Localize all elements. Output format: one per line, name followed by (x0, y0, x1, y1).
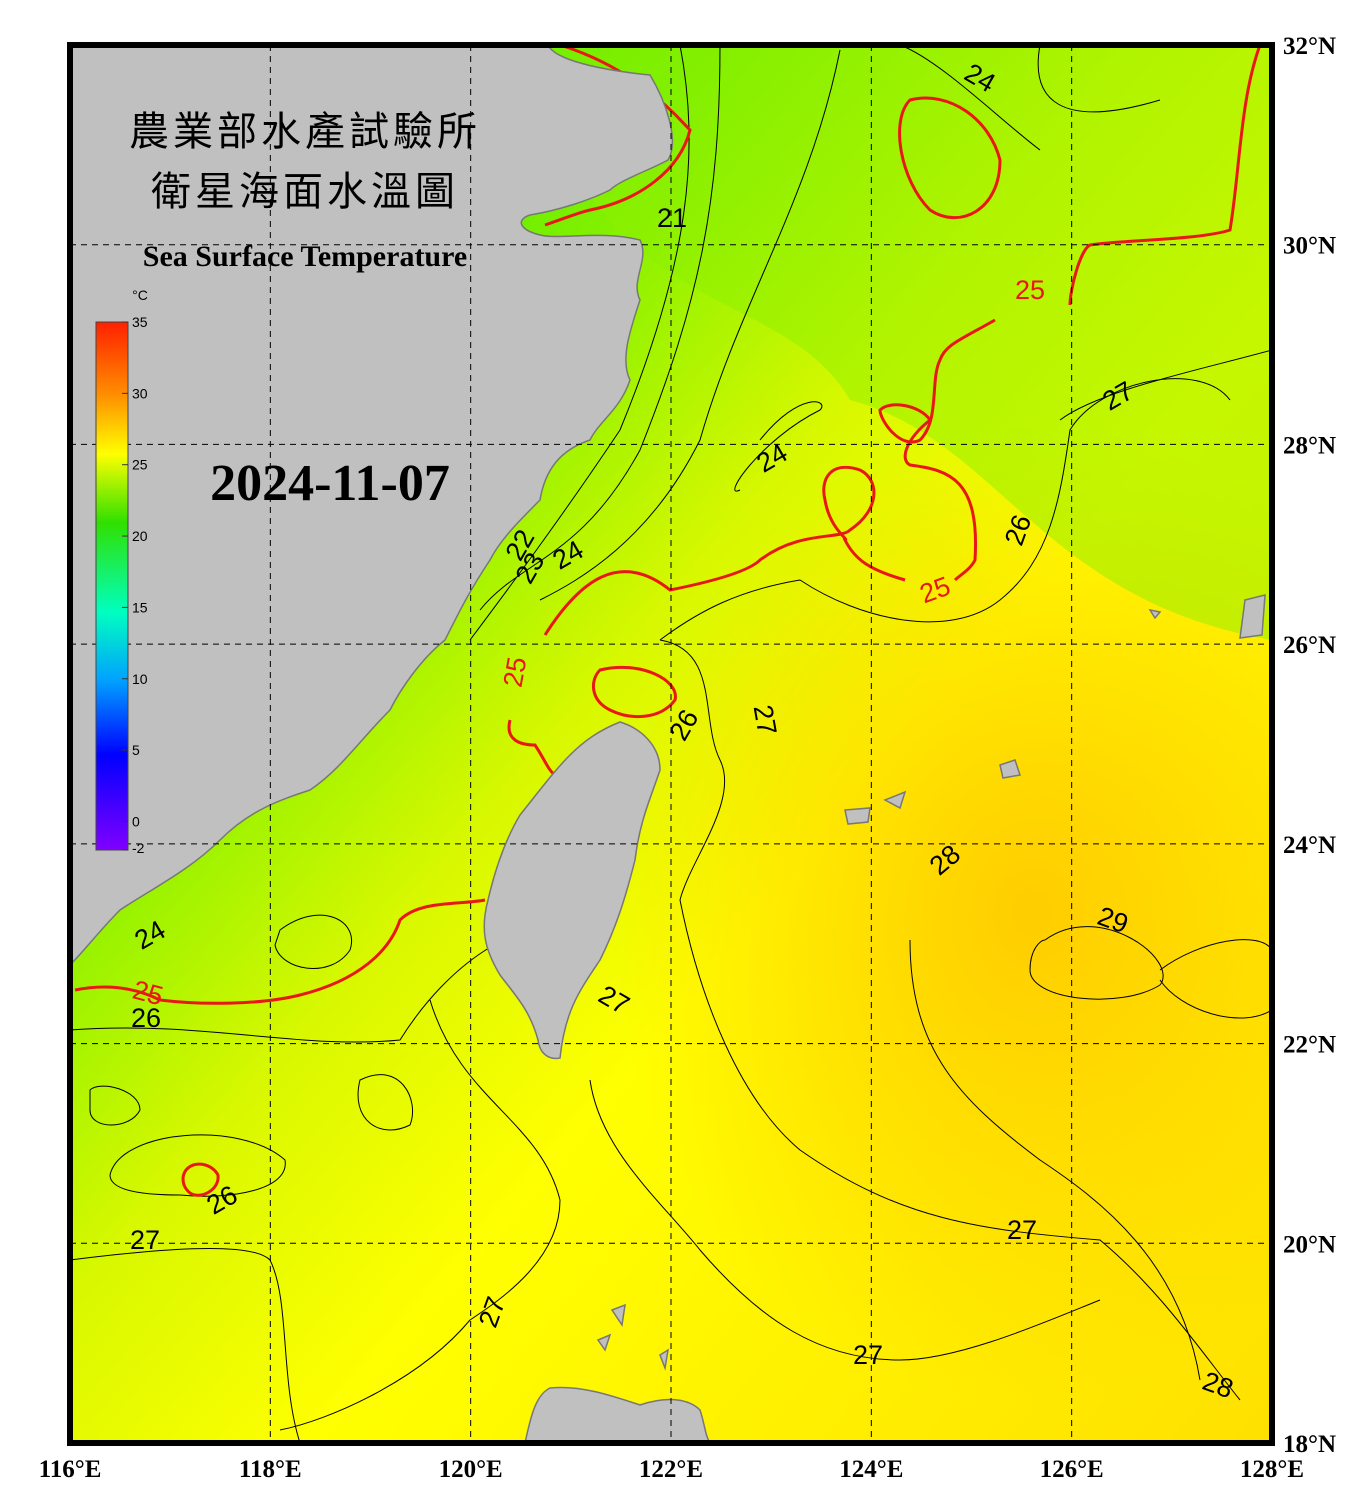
title-en: Sea Surface Temperature (143, 240, 467, 273)
lon-label: 118°E (239, 1456, 302, 1483)
colorbar-label: 10 (132, 671, 148, 687)
lat-label: 20°N (1283, 1231, 1336, 1258)
colorbar-label: 25 (132, 457, 148, 473)
colorbar-unit: °C (132, 287, 148, 303)
contour-label: 21 (657, 203, 687, 233)
lat-label: 22°N (1283, 1032, 1336, 1059)
lon-label: 122°E (639, 1456, 703, 1483)
colorbar-label: 5 (132, 742, 140, 758)
isotherms (70, 45, 1272, 1443)
contour-label: 27 (853, 1340, 883, 1370)
title-zh-1: 農業部水產試驗所 (129, 109, 481, 155)
axis-labels: 116°E 118°E 120°E 122°E 124°E 126°E 128°E 32°N 3… (39, 33, 1336, 1483)
colorbar-label: 15 (132, 599, 148, 615)
lon-label: 128°E (1240, 1456, 1304, 1483)
colorbar-label: 30 (132, 385, 148, 401)
colorbar-ticks: 35 30 25 20 15 10 5 0 -2 (122, 314, 148, 856)
contour-label: 25 (1015, 275, 1045, 305)
graticule (70, 45, 1272, 1443)
lat-label: 32°N (1283, 33, 1336, 60)
lat-label: 28°N (1283, 432, 1336, 459)
colorbar-label: 35 (132, 314, 148, 330)
contour-label: 25 (498, 655, 533, 690)
taiwan (483, 721, 661, 1060)
colorbar (95, 321, 129, 851)
colorbar-label: 0 (132, 813, 140, 829)
colorbar-label: -2 (132, 840, 145, 856)
title-zh-2: 衛星海面水溫圖 (151, 169, 459, 215)
lat-label: 18°N (1283, 1431, 1336, 1458)
land (70, 45, 1266, 1443)
shelf-water (520, 45, 1272, 640)
contour-label: 26 (131, 1003, 161, 1033)
lat-label: 24°N (1283, 832, 1336, 859)
luzon (524, 1386, 711, 1443)
colorbar-label: 20 (132, 528, 148, 544)
lat-label: 26°N (1283, 632, 1336, 659)
contour-label: 27 (748, 703, 783, 738)
contour-label: 27 (130, 1225, 160, 1255)
lon-label: 120°E (439, 1456, 503, 1483)
lat-label: 30°N (1283, 233, 1336, 260)
mainland-china (70, 45, 673, 967)
date: 2024-11-07 (210, 455, 450, 512)
contour-label: 27 (1007, 1215, 1037, 1245)
lon-label: 126°E (1040, 1456, 1104, 1483)
lon-label: 116°E (39, 1456, 102, 1483)
lon-label: 124°E (839, 1456, 903, 1483)
map-frame (67, 42, 1275, 1446)
